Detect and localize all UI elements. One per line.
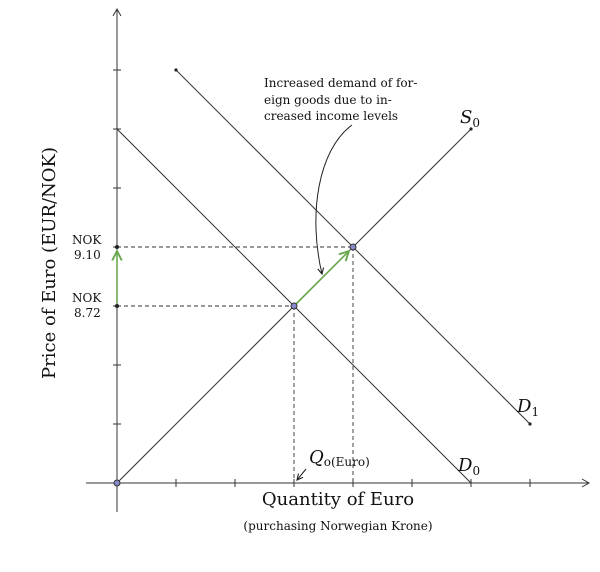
demand-d1-subscript: 1 — [531, 405, 539, 419]
quantity-label-arrow — [297, 468, 307, 480]
price-high-point — [115, 245, 119, 249]
price-high-label-line1: NOK — [72, 233, 102, 247]
demand-d1-start-dot — [174, 68, 178, 72]
annotation-line-2: eign goods due to in- — [264, 93, 392, 107]
equilibrium-point-old — [290, 302, 298, 310]
y-axis-arrowhead — [112, 7, 122, 17]
supply-curve-subscript: 0 — [472, 116, 480, 130]
quantity-label: Qo(Euro) — [309, 447, 370, 469]
price-low-point — [115, 304, 119, 308]
equilibrium-point-new — [349, 243, 357, 251]
annotation-arrow — [315, 124, 353, 274]
price-low-label-line1: NOK — [72, 291, 102, 305]
annotation-line-1: Increased demand of for- — [264, 76, 417, 90]
origin-point — [113, 479, 121, 487]
x-axis-subtitle: (purchasing Norwegian Krone) — [243, 519, 432, 533]
quantity-label-subscript: o(Euro) — [324, 455, 370, 469]
price-high-label-line2: 9.10 — [74, 248, 101, 262]
x-axis-arrowhead — [581, 478, 591, 488]
y-axis-title: Price of Euro (EUR/NOK) — [39, 147, 60, 379]
demand-d1-end-dot — [528, 422, 532, 426]
equilibrium-guides — [117, 246, 354, 483]
annotation-line-3: creased income levels — [264, 109, 398, 123]
supply-curve-end-dot — [469, 127, 473, 131]
demand-d0-label: D0 — [457, 455, 480, 478]
demand-d1-label: D1 — [516, 396, 539, 419]
demand-d0-subscript: 0 — [472, 464, 480, 478]
equilibrium-shift-arrow — [295, 251, 349, 305]
supply-curve-label: S0 — [460, 107, 480, 130]
x-axis-title: Quantity of Euro — [262, 489, 414, 510]
price-low-label-line2: 8.72 — [74, 306, 101, 320]
